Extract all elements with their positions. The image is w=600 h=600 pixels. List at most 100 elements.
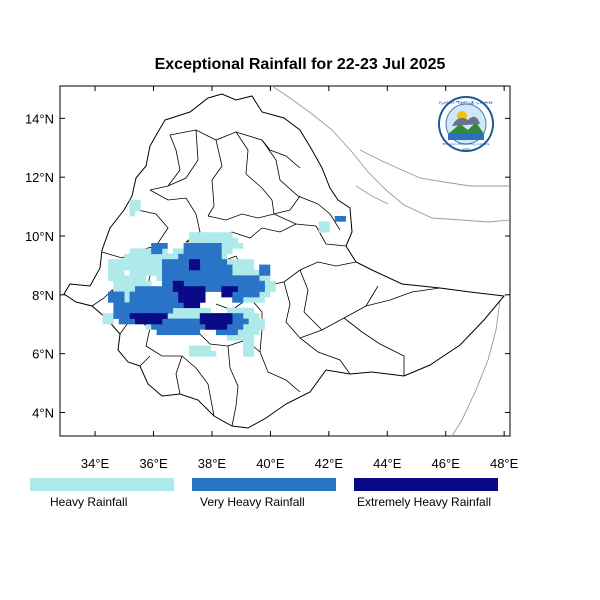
rain-cell: [145, 307, 152, 314]
legend-swatch-heavy: [30, 478, 174, 491]
rain-cell: [172, 313, 179, 319]
rain-cell: [183, 270, 190, 276]
rain-cell: [129, 275, 136, 282]
rain-cell: [189, 253, 195, 260]
rain-cell: [124, 291, 130, 298]
rain-cell: [189, 324, 195, 330]
rain-cell: [232, 270, 238, 276]
rain-cell: [221, 259, 228, 265]
rain-cell: [232, 297, 238, 303]
rain-cell: [199, 275, 206, 282]
rain-cell: [129, 259, 136, 265]
rain-cell: [194, 329, 201, 336]
rain-cell: [226, 237, 233, 244]
rain-cell: [183, 264, 190, 271]
rain-cell: [162, 270, 168, 276]
rain-cell: [140, 270, 147, 276]
rain-cell: [194, 302, 201, 309]
rain-cell: [156, 313, 163, 319]
rain-cell: [237, 329, 244, 336]
y-tick-label: 4°N: [32, 405, 54, 420]
rain-cell: [129, 318, 136, 325]
rain-cell: [194, 280, 201, 287]
rain-cell: [210, 259, 217, 265]
x-tick-label: 42°E: [315, 456, 344, 471]
rain-cell: [221, 264, 228, 271]
rain-cell: [237, 313, 244, 319]
rain-cell: [167, 264, 174, 271]
rain-cell: [205, 307, 211, 314]
rain-cell: [232, 286, 238, 292]
rain-cell: [243, 297, 249, 303]
rain-cell: [151, 313, 157, 319]
logo-text: የኢትዮጵያ ሚቲዎሮሎጂ ኢንስቲትዩት: [439, 100, 494, 105]
rain-cell: [205, 313, 211, 319]
rain-cell: [232, 275, 238, 282]
y-tick-label: 6°N: [32, 347, 54, 362]
rain-cell: [156, 318, 163, 325]
rain-cell: [199, 248, 206, 255]
rain-cell: [178, 291, 184, 298]
rain-cell: [124, 253, 130, 260]
rain-cell: [135, 318, 141, 325]
rain-cell: [205, 280, 211, 287]
rain-cell: [108, 264, 114, 271]
rain-cell: [178, 259, 184, 265]
rain-cell: [210, 324, 217, 330]
rain-cell: [216, 232, 222, 238]
rain-cell: [140, 248, 147, 255]
rain-cell: [189, 351, 195, 357]
rain-cell: [210, 280, 217, 287]
rain-cell: [108, 270, 114, 276]
rain-cell: [194, 307, 201, 314]
rain-cell: [210, 248, 217, 255]
x-tick-label: 40°E: [256, 456, 285, 471]
rain-cell: [232, 307, 238, 314]
y-tick-label: 12°N: [25, 170, 54, 185]
rain-cell: [216, 253, 222, 260]
rain-cell: [226, 334, 233, 341]
rain-cell: [199, 280, 206, 287]
rain-cell: [232, 259, 238, 265]
rain-cell: [216, 318, 222, 325]
rain-cell: [226, 259, 233, 265]
rain-cell: [194, 237, 201, 244]
rain-cell: [145, 270, 152, 276]
rain-cell: [113, 307, 120, 314]
rain-cell: [167, 275, 174, 282]
rain-cell: [237, 307, 244, 314]
rain-cell: [324, 226, 330, 233]
rain-cell: [248, 324, 255, 330]
rain-cell: [237, 280, 244, 287]
rain-cell: [194, 264, 201, 271]
rain-cell: [237, 291, 244, 298]
rain-cell: [221, 253, 228, 260]
rain-cell: [189, 291, 195, 298]
rain-cell: [118, 302, 125, 309]
rain-cell: [167, 313, 174, 319]
rain-cell: [178, 248, 184, 255]
rain-cell: [199, 345, 206, 352]
rain-cell: [113, 259, 120, 265]
rain-cell: [135, 205, 141, 211]
rain-cell: [145, 248, 152, 255]
rain-cell: [183, 329, 190, 336]
rain-cell: [210, 253, 217, 260]
rain-cell: [151, 302, 157, 309]
rain-cell: [248, 351, 255, 357]
rain-cell: [232, 334, 238, 341]
rain-cell: [259, 291, 265, 298]
rain-cell: [248, 270, 255, 276]
rain-cell: [243, 291, 249, 298]
rain-cell: [156, 291, 163, 298]
rain-cell: [221, 243, 228, 249]
rain-cell: [237, 243, 244, 249]
rain-cell: [248, 345, 255, 352]
rain-cell: [248, 329, 255, 336]
rain-cell: [183, 243, 190, 249]
rain-cell: [167, 318, 174, 325]
rain-cell: [135, 199, 141, 206]
rain-cell: [253, 291, 260, 298]
y-tick-label: 10°N: [25, 229, 54, 244]
rain-cell: [253, 270, 260, 276]
